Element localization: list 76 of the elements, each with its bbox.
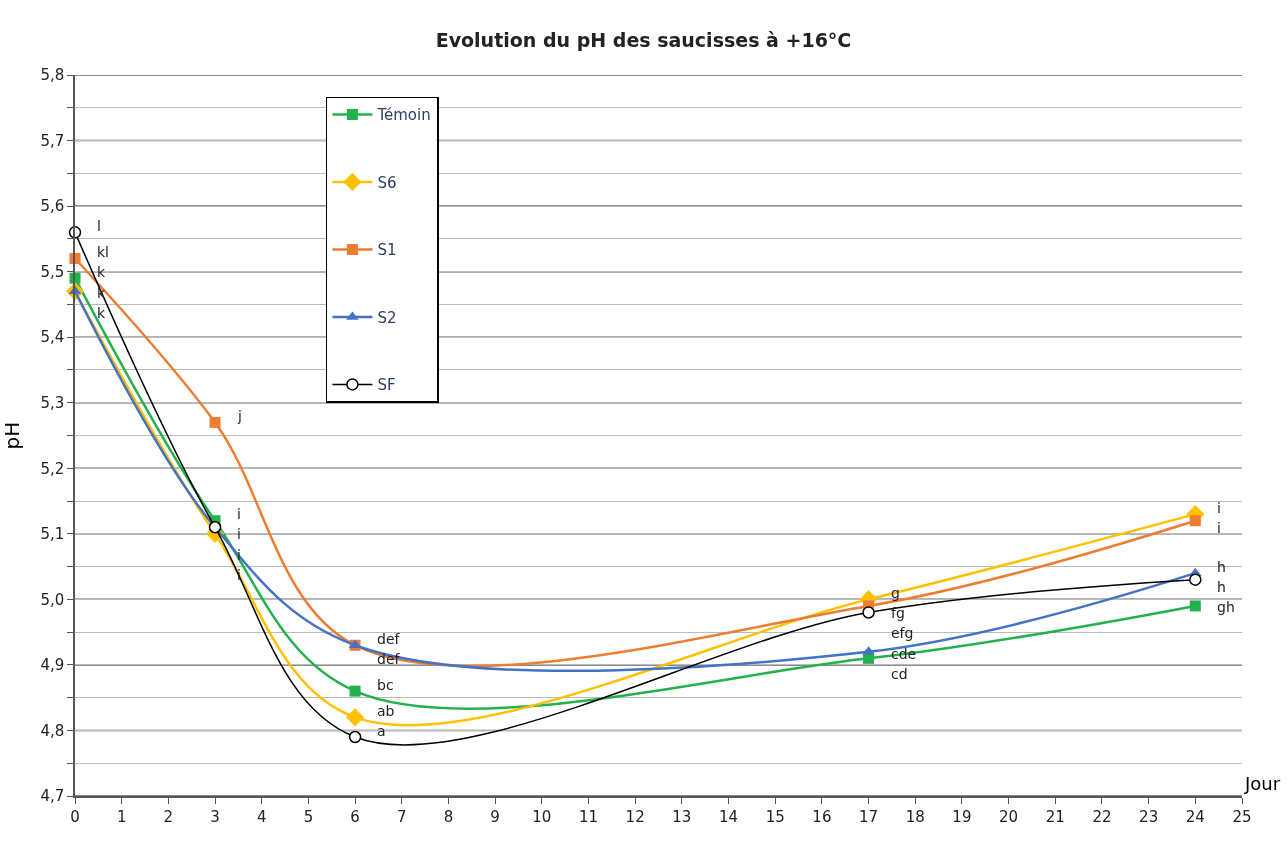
x-tick-label: 7 xyxy=(396,807,407,826)
legend-label: S1 xyxy=(377,241,397,260)
point xyxy=(348,730,362,744)
annotation: gh xyxy=(1217,599,1235,615)
x-tick-label: 3 xyxy=(210,807,220,826)
x-tick-label: 16 xyxy=(812,807,832,826)
annotation: i xyxy=(1217,500,1221,516)
x-tick-label: 23 xyxy=(1139,807,1159,826)
y-tick-label: 5,2 xyxy=(40,459,65,478)
legend-label: Témoin xyxy=(376,106,431,125)
x-tick-label: 25 xyxy=(1232,807,1252,826)
y-tick-label: 4,9 xyxy=(40,656,65,675)
y-tick-label: 5,1 xyxy=(40,525,65,544)
x-tick-label: 6 xyxy=(350,807,360,826)
annotation: def xyxy=(377,631,401,647)
annotation: bc xyxy=(377,677,394,693)
annotation: i xyxy=(237,547,241,563)
annotation: l xyxy=(97,218,101,234)
x-tick-label: 5 xyxy=(303,807,314,826)
annotation: kl xyxy=(97,244,109,260)
annotation: a xyxy=(377,723,386,739)
x-tick-label: 12 xyxy=(625,807,645,826)
x-tick-label: 10 xyxy=(532,807,552,826)
point xyxy=(1189,600,1201,612)
x-tick-label: 24 xyxy=(1185,807,1205,826)
legend-label: S6 xyxy=(377,173,397,192)
annotation: j xyxy=(237,408,242,424)
point xyxy=(208,521,222,534)
annotation: fg xyxy=(891,605,905,621)
x-tick-label: 0 xyxy=(70,807,80,826)
x-axis-title: Jour xyxy=(1244,773,1281,794)
x-tick-label: 15 xyxy=(765,807,785,826)
point xyxy=(345,708,365,727)
y-tick-label: 5,6 xyxy=(40,197,65,216)
y-tick-label: 5,4 xyxy=(40,328,65,347)
y-tick-label: 4,7 xyxy=(40,787,65,806)
x-tick-label: 20 xyxy=(999,807,1019,826)
legend-label: SF xyxy=(377,376,396,395)
y-tick-label: 5,7 xyxy=(40,131,65,150)
x-tick-label: 4 xyxy=(256,807,267,826)
annotation: i xyxy=(237,526,241,542)
point xyxy=(862,606,875,619)
y-tick-label: 5,3 xyxy=(40,393,65,412)
y-axis-title: pH xyxy=(0,421,25,450)
x-tick-label: 1 xyxy=(116,807,127,826)
x-tick-label: 18 xyxy=(905,807,925,826)
y-tick-label: 5,0 xyxy=(40,590,65,609)
annotation: i xyxy=(237,567,241,583)
annotation: k xyxy=(97,264,106,280)
annotation: i xyxy=(237,506,241,522)
chart-title: Evolution du pH des saucisses à +16°C xyxy=(435,29,852,52)
point xyxy=(1189,515,1201,527)
x-tick-label: 2 xyxy=(163,807,174,826)
annotation: h xyxy=(1217,579,1226,595)
annotation: ab xyxy=(377,703,395,719)
x-tick-label: 21 xyxy=(1045,807,1065,826)
y-tick-label: 5,5 xyxy=(40,262,65,281)
x-tick-label: 8 xyxy=(443,807,454,826)
y-tick-label: 5,8 xyxy=(40,66,65,85)
x-tick-label: 14 xyxy=(718,807,739,826)
x-tick-label: 19 xyxy=(952,807,972,826)
point xyxy=(1189,573,1202,586)
y-tick-label: 4,8 xyxy=(40,721,65,740)
annotation: cd xyxy=(891,666,908,682)
legend-label: S2 xyxy=(377,308,397,327)
x-tick-label: 11 xyxy=(578,807,599,826)
x-tick-label: 22 xyxy=(1092,807,1112,826)
point xyxy=(209,416,221,428)
point xyxy=(349,685,361,697)
x-tick-label: 13 xyxy=(672,807,692,826)
x-tick-label: 9 xyxy=(490,807,500,826)
annotation: k xyxy=(97,305,106,321)
annotation: i xyxy=(1217,520,1221,536)
annotation: efg xyxy=(891,625,914,641)
annotation: h xyxy=(1217,559,1226,575)
x-tick-label: 17 xyxy=(859,807,879,826)
